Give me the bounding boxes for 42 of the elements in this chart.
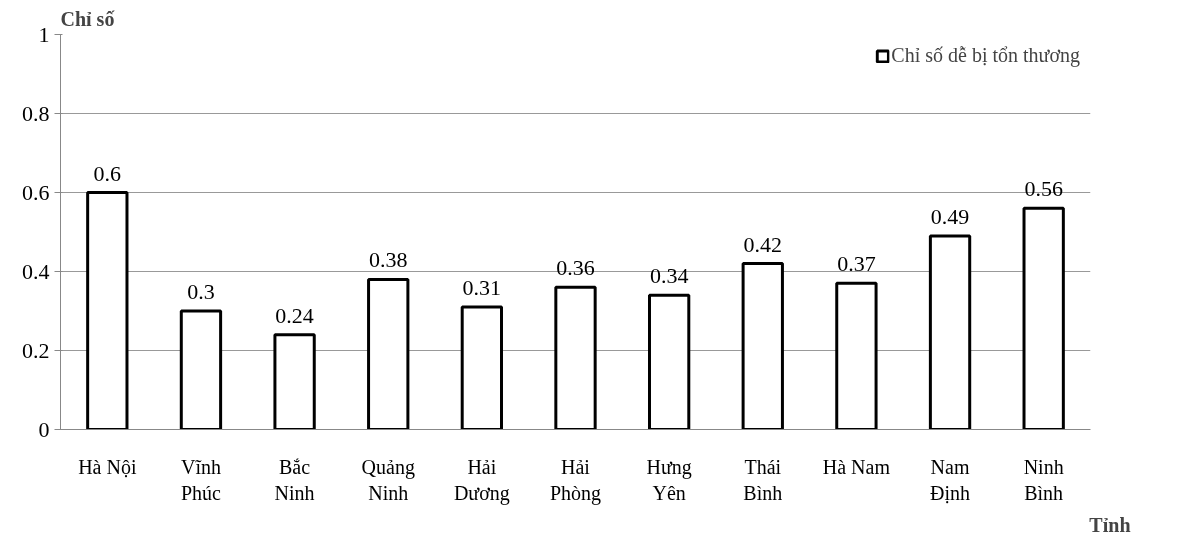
x-tick-label: Hải Phòng [549,455,602,505]
y-tick-label: 0.6 [22,179,50,205]
x-axis-title: Tỉnh [1089,513,1131,536]
data-label: 0.31 [462,275,502,301]
x-tick-label: Nam Định [930,455,971,504]
data-label: 0.3 [187,279,215,304]
data-label: 0.24 [275,302,314,328]
data-label: 0.6 [93,160,122,186]
data-label: 0.49 [930,203,970,229]
bar [835,281,878,430]
bar [367,277,410,430]
bar [554,285,597,430]
legend-label: Chỉ số dễ bị tổn thương [891,44,1080,67]
x-tick-label: Hà Nam [822,455,891,478]
x-tick-label: Thái Bình [743,455,783,504]
y-tick-label: 0.8 [22,100,50,126]
x-tick-label: Hà Nội [78,455,137,478]
bar [647,293,691,430]
y-tick-label: 0 [38,416,50,442]
x-tick-label: Vĩnh Phúc [180,455,222,504]
y-tick-label: 0.2 [22,337,50,363]
y-tick-label: 1 [38,21,50,47]
bar [179,309,223,430]
bar [273,333,316,430]
x-tick-label: Ninh Bình [1023,455,1064,504]
x-tick-label: Hưng Yên [646,455,692,504]
data-label: 0.38 [368,247,408,273]
y-tick-label: 0.4 [22,258,50,284]
bar [86,191,129,430]
data-label: 0.36 [556,255,595,281]
x-tick-label: Hải Dương [453,455,510,505]
data-label: 0.37 [837,251,876,277]
data-label: 0.42 [743,231,783,257]
x-tick-label: Quảng Ninh [361,455,415,504]
data-label: 0.34 [649,263,689,289]
bar [1022,206,1065,430]
y-axis-title: Chỉ số [60,7,116,30]
data-label: 0.56 [1024,176,1063,202]
bar [741,262,784,430]
bar [928,234,972,430]
bar [460,305,504,430]
x-tick-label: Bắc Ninh [274,455,315,504]
